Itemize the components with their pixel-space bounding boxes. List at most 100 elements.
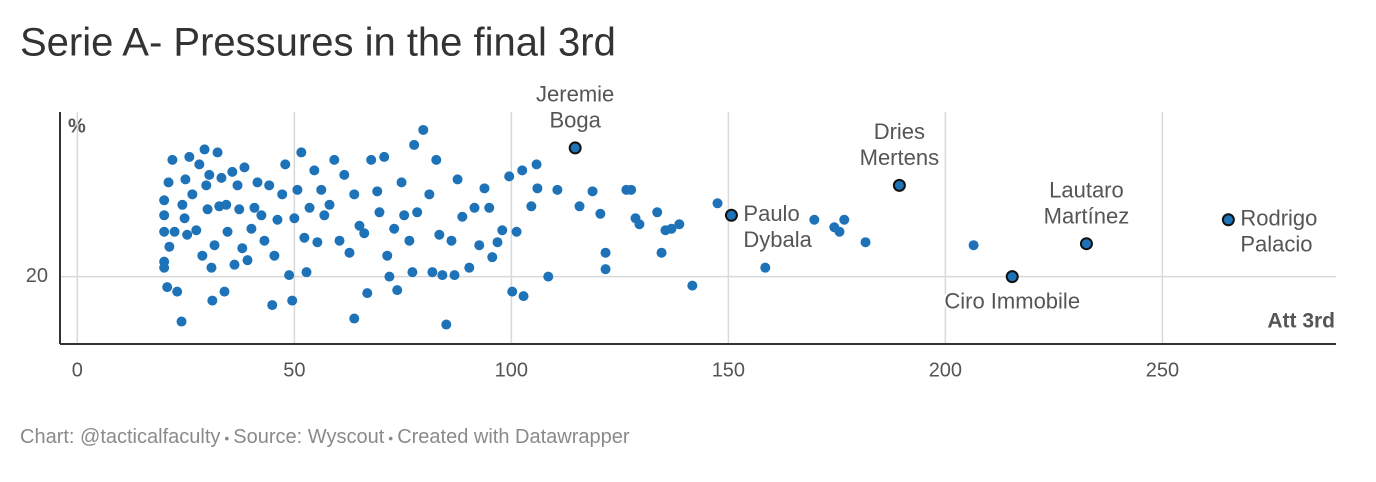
point [169,226,180,237]
point [312,237,323,248]
point [652,207,663,218]
separator: • [224,430,230,446]
point [666,223,677,234]
point [222,226,233,237]
point [407,267,418,278]
point [431,154,442,165]
point [587,186,598,197]
footer-source: Source: Wyscout [233,426,385,448]
point [176,316,187,327]
point [600,247,611,258]
point [504,171,515,182]
point-label: Paulo [743,201,799,226]
point [860,237,871,248]
point [163,177,174,188]
point [511,226,522,237]
highlight-point [1079,237,1093,251]
point [389,223,400,234]
point [634,219,645,230]
point [446,235,457,246]
point [449,270,460,281]
point [518,291,529,302]
point [507,286,518,297]
point [280,159,291,170]
point [687,280,698,291]
point [543,271,554,282]
point [349,189,360,200]
footer: Chart: @tacticalfaculty • Source: Wyscout •… [20,426,630,449]
point [427,267,438,278]
point [517,165,528,176]
point [159,195,170,206]
highlight-point [568,141,582,155]
point [277,189,288,200]
point [246,223,257,234]
point [179,213,190,224]
point [296,147,307,158]
point [404,235,415,246]
point [242,255,253,266]
chart: Serie A- Pressures in the final 3rd % At… [20,21,1336,381]
point [457,211,468,222]
point [249,202,260,213]
point [434,229,445,240]
point [252,177,263,188]
point [227,166,238,177]
point [412,207,423,218]
point [221,199,232,210]
point [626,184,637,195]
x-tick-label: 250 [1146,359,1179,381]
point-label: Lautaro [1049,178,1124,203]
point [259,235,270,246]
point [199,144,210,155]
point [319,210,330,221]
point [229,259,240,270]
point [239,162,250,173]
point [349,313,360,324]
footer-credit: Chart: @tacticalfaculty [20,426,221,448]
point [206,262,217,273]
point [712,198,723,209]
point [180,174,191,185]
point [424,189,435,200]
point [172,286,183,297]
point [552,184,563,195]
x-tick-label: 200 [929,359,962,381]
point [301,267,312,278]
point [760,262,771,273]
point [212,147,223,158]
point [595,208,606,219]
point [316,184,327,195]
point [267,300,278,311]
point [469,202,480,213]
point [219,286,230,297]
point [464,262,475,273]
point [201,180,212,191]
x-tick-label: 150 [712,359,745,381]
point [366,154,377,165]
point [216,172,227,183]
point [354,220,365,231]
point [202,204,213,215]
point [164,241,175,252]
point [264,180,275,191]
separator: • [388,430,394,446]
point [177,199,188,210]
x-tick-label: 50 [283,359,305,381]
highlight-point [892,178,906,192]
point [232,180,243,191]
point-label: Martínez [1044,204,1130,229]
point [309,165,320,176]
point [374,207,385,218]
highlight-point [724,208,738,222]
point-label: Ciro Immobile [944,288,1080,313]
point [399,210,410,221]
x-tick-label: 0 [72,359,83,381]
point [839,214,850,225]
point [531,159,542,170]
point [159,262,170,273]
point [441,319,452,330]
point [284,270,295,281]
y-tick-label: 20 [26,265,48,287]
point [834,226,845,237]
